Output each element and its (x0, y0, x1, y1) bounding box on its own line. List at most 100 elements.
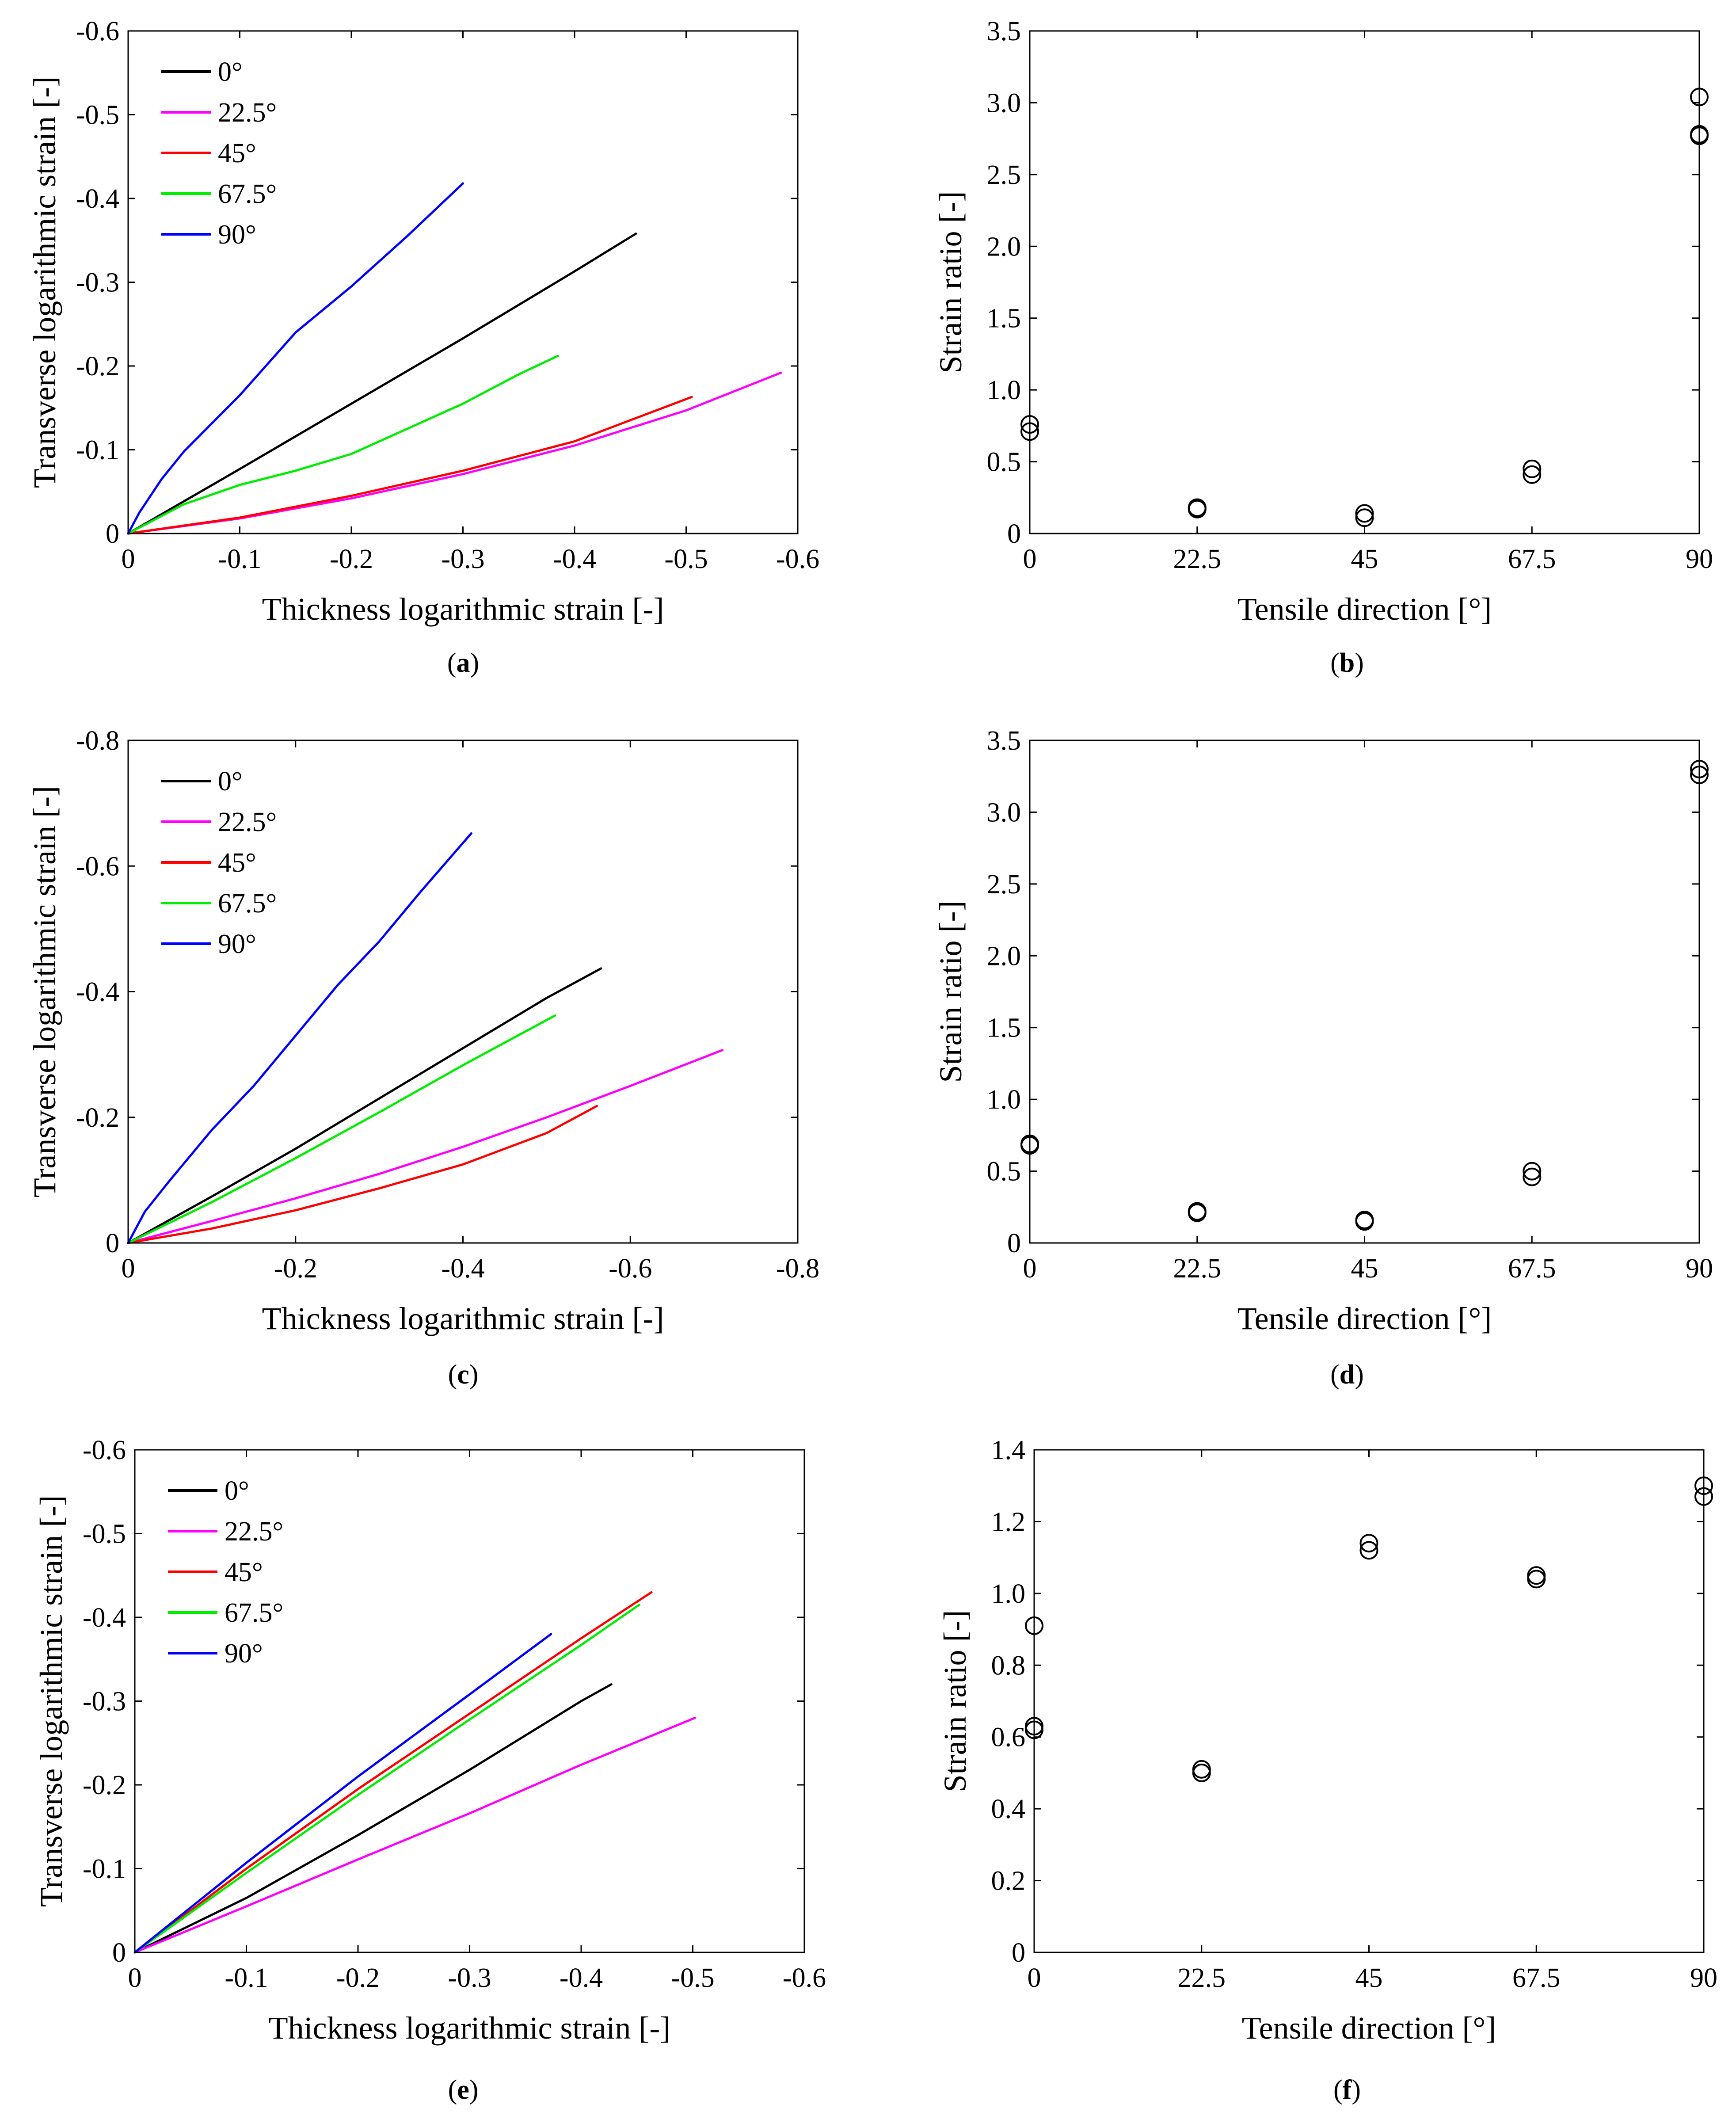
x-tick-label-c-1: -0.2 (274, 1254, 317, 1284)
y-tick-label-e-5: -0.5 (83, 1519, 126, 1549)
x-tick-label-a-2: -0.2 (330, 544, 373, 574)
x-axis-title-b: Tensile direction [°] (1237, 591, 1492, 627)
series-line-c-0 (127, 967, 602, 1244)
data-marker-f-4 (1192, 1763, 1211, 1782)
caption-paren-close: ) (469, 1360, 479, 1390)
series-line-c-3 (127, 1014, 556, 1244)
x-tick-label-c-3: -0.6 (609, 1254, 652, 1284)
series-line-c-4 (127, 832, 472, 1244)
panel-a: 0 -0.1 -0.2 -0.3 -0.4 -0.5 -0.6 0 -0.1 -0.2 -0.3 -0… (27, 16, 819, 678)
legend-label-c-1: 22.5° (218, 807, 277, 837)
x-tick-label-c-0: 0 (122, 1254, 135, 1284)
series-line-e-4 (133, 1633, 552, 1954)
legend-label-e-2: 45° (225, 1557, 263, 1587)
y-tick-label-a-5: -0.5 (76, 100, 119, 130)
x-tick-label-e-3: -0.3 (448, 1963, 491, 1993)
y-tick-label-e-2: -0.2 (83, 1770, 126, 1800)
caption-paren-close: ) (1355, 648, 1364, 678)
y-tick-label-c-4: -0.8 (76, 726, 119, 756)
legend-label-e-1: 22.5° (225, 1517, 283, 1547)
legend-label-e-4: 90° (225, 1639, 263, 1669)
caption-paren-open: ( (1333, 2075, 1343, 2105)
x-tick-label-b-3: 67.5 (1508, 544, 1556, 574)
panel-c: 0 -0.2 -0.4 -0.6 -0.8 0 -0.2 -0.4 -0.6 -0.8 Thickn… (27, 726, 819, 1390)
legend-label-c-3: 67.5° (218, 888, 277, 919)
y-tick-label-c-2: -0.4 (76, 977, 119, 1007)
data-marker-d-6 (1523, 1162, 1542, 1181)
y-tick-label-d-6: 3.0 (987, 797, 1021, 827)
legend-label-e-3: 67.5° (225, 1598, 283, 1628)
x-axis-title-e: Thickness logarithmic strain [-] (269, 2010, 671, 2046)
caption-a: (a) (447, 648, 479, 678)
data-marker-b-6 (1523, 459, 1542, 478)
panel-f: 0 22.5 45 67.5 90 0 0.2 0.4 0.6 0.8 1.0 1.2 1.4 Tensi… (937, 1435, 1717, 2105)
y-tick-label-e-3: -0.3 (83, 1687, 126, 1717)
series-line-a-2 (127, 396, 693, 535)
caption-d: (d) (1330, 1360, 1364, 1390)
legend-label-a-0: 0° (218, 57, 243, 87)
y-tick-label-d-3: 1.5 (987, 1013, 1021, 1043)
x-tick-label-e-1: -0.1 (225, 1963, 268, 1993)
y-tick-label-c-3: -0.6 (76, 851, 119, 881)
series-line-a-3 (127, 354, 559, 535)
caption-letter: e (457, 2075, 469, 2105)
y-tick-label-a-3: -0.3 (76, 268, 119, 298)
x-tick-label-a-6: -0.6 (776, 544, 819, 574)
caption-e: (e) (448, 2075, 479, 2105)
y-tick-label-d-2: 1.0 (987, 1085, 1021, 1115)
x-tick-label-d-1: 22.5 (1173, 1254, 1222, 1284)
y-tick-label-b-3: 1.5 (987, 304, 1021, 334)
x-tick-label-d-0: 0 (1023, 1254, 1037, 1284)
y-tick-label-d-1: 0.5 (987, 1157, 1021, 1187)
legend-label-a-2: 45° (218, 138, 256, 168)
y-tick-label-b-4: 2.0 (987, 232, 1021, 262)
x-tick-label-b-1: 22.5 (1173, 544, 1222, 574)
x-tick-label-a-5: -0.5 (664, 544, 708, 574)
y-tick-label-b-5: 2.5 (987, 160, 1021, 190)
data-marker-f-6 (1359, 1541, 1378, 1560)
y-axis-title-a: Transverse logarithmic strain [-] (27, 76, 62, 488)
series-line-c-2 (127, 1105, 598, 1244)
x-tick-label-a-0: 0 (122, 544, 135, 574)
caption-f: (f) (1333, 2075, 1361, 2105)
x-tick-label-c-4: -0.8 (776, 1254, 819, 1284)
x-tick-label-b-2: 45 (1351, 544, 1378, 574)
data-marker-d-7 (1523, 1167, 1542, 1186)
caption-paren-close: ) (469, 2075, 479, 2105)
y-tick-label-f-2: 0.4 (991, 1794, 1026, 1824)
series-line-e-1 (133, 1716, 696, 1954)
y-tick-label-f-4: 0.8 (991, 1651, 1026, 1681)
x-tick-label-e-4: -0.4 (560, 1963, 603, 1993)
y-tick-label-b-0: 0 (1007, 519, 1021, 549)
legend-label-c-4: 90° (218, 929, 256, 959)
y-tick-label-f-0: 0 (1012, 1938, 1025, 1968)
caption-paren-close: ) (1355, 1360, 1364, 1390)
y-tick-label-f-5: 1.0 (991, 1579, 1026, 1609)
caption-paren-open: ( (447, 648, 457, 678)
y-tick-label-a-2: -0.2 (76, 351, 119, 381)
x-axis-title-c: Thickness logarithmic strain [-] (262, 1301, 664, 1336)
y-tick-label-f-6: 1.2 (991, 1507, 1026, 1537)
legend-label-a-3: 67.5° (218, 179, 277, 209)
panel-d: 0 22.5 45 67.5 90 0 0.5 1.0 1.5 2.0 2.5 3.0 3.5 Tensi… (933, 726, 1713, 1390)
caption-paren-close: ) (1351, 2075, 1361, 2105)
series-line-e-3 (133, 1604, 640, 1954)
caption-paren-open: ( (448, 2075, 457, 2105)
x-tick-label-f-4: 90 (1690, 1963, 1717, 1993)
caption-paren-open: ( (1330, 1360, 1340, 1390)
x-tick-label-e-2: -0.2 (336, 1963, 380, 1993)
x-tick-label-a-1: -0.1 (218, 544, 261, 574)
y-tick-label-d-7: 3.5 (987, 726, 1021, 756)
data-marker-f-5 (1359, 1534, 1378, 1553)
data-marker-b-4 (1355, 504, 1374, 523)
y-axis-title-f: Strain ratio [-] (937, 1610, 973, 1792)
series-line-e-0 (133, 1683, 613, 1954)
data-marker-b-7 (1523, 465, 1542, 484)
x-tick-label-f-3: 67.5 (1512, 1963, 1561, 1993)
y-tick-label-d-5: 2.5 (987, 869, 1021, 900)
y-axis-title-c: Transverse logarithmic strain [-] (27, 786, 62, 1197)
caption-letter: c (457, 1360, 469, 1390)
y-tick-label-e-0: 0 (112, 1938, 126, 1968)
x-axis-title-a: Thickness logarithmic strain [-] (262, 591, 664, 627)
